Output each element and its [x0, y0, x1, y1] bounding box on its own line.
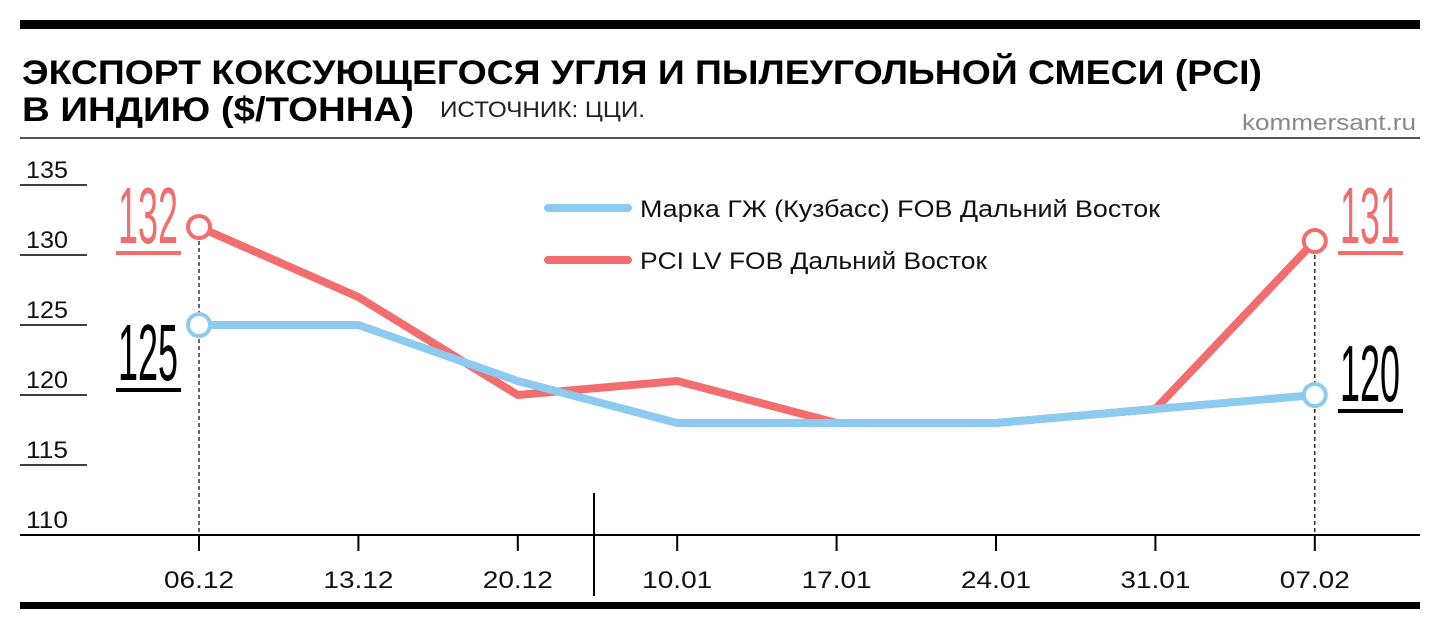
y-tick-label: 110: [26, 507, 68, 534]
x-tick-label: 13.12: [323, 567, 393, 594]
x-tick-label: 17.01: [802, 567, 872, 594]
legend-label: PCI LV FOB Дальний Восток: [640, 248, 988, 275]
value-underline: [116, 251, 181, 255]
value-underline: [116, 388, 181, 392]
x-tick-label: 06.12: [164, 567, 234, 594]
source-note: ИСТОЧНИК: ЦЦИ.: [440, 97, 645, 122]
legend-label: Марка ГЖ (Кузбасс) FOB Дальний Восток: [640, 196, 1161, 223]
x-tick-label: 24.01: [961, 567, 1031, 594]
x-tick-label: 20.12: [483, 567, 553, 594]
value-label: 125: [118, 308, 178, 397]
value-underline: [1338, 251, 1403, 255]
site-credit: kommersant.ru: [1242, 110, 1416, 135]
y-tick-label: 115: [26, 437, 68, 464]
y-tick-label: 125: [26, 297, 68, 324]
x-tick-label: 07.02: [1280, 567, 1350, 594]
data-point: [1301, 382, 1328, 408]
value-label: 120: [1340, 329, 1400, 418]
data-point: [1301, 228, 1328, 254]
series-line-0: [199, 321, 1316, 427]
y-tick-label: 120: [26, 367, 68, 394]
y-tick-label: 130: [26, 227, 68, 254]
data-point: [186, 214, 212, 240]
header-divider: [20, 137, 1420, 139]
x-tick-label: 31.01: [1120, 567, 1190, 594]
top-bar: [20, 20, 1420, 29]
bottom-bar: [20, 602, 1420, 609]
data-point: [186, 312, 212, 338]
chart-subtitle: В ИНДИЮ ($/ТОННА): [22, 91, 414, 129]
value-label: 132: [118, 171, 178, 260]
y-tick-label: 135: [26, 157, 68, 184]
value-label: 131: [1340, 171, 1400, 260]
value-underline: [1338, 409, 1403, 413]
chart-title: ЭКСПОРТ КОКСУЮЩЕГОСЯ УГЛЯ И ПЫЛЕУГОЛЬНОЙ…: [22, 53, 1262, 92]
x-tick-label: 10.01: [642, 567, 712, 594]
